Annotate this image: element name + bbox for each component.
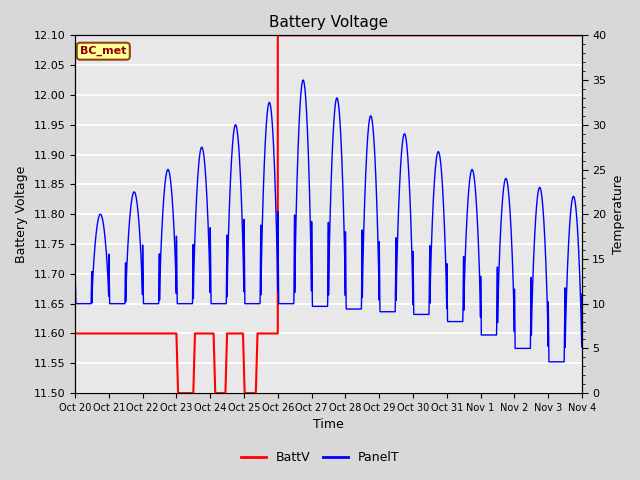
Legend: BattV, PanelT: BattV, PanelT [236, 446, 404, 469]
Text: BC_met: BC_met [80, 46, 127, 56]
Y-axis label: Battery Voltage: Battery Voltage [15, 166, 28, 263]
Y-axis label: Temperature: Temperature [612, 175, 625, 254]
X-axis label: Time: Time [313, 419, 344, 432]
Title: Battery Voltage: Battery Voltage [269, 15, 388, 30]
